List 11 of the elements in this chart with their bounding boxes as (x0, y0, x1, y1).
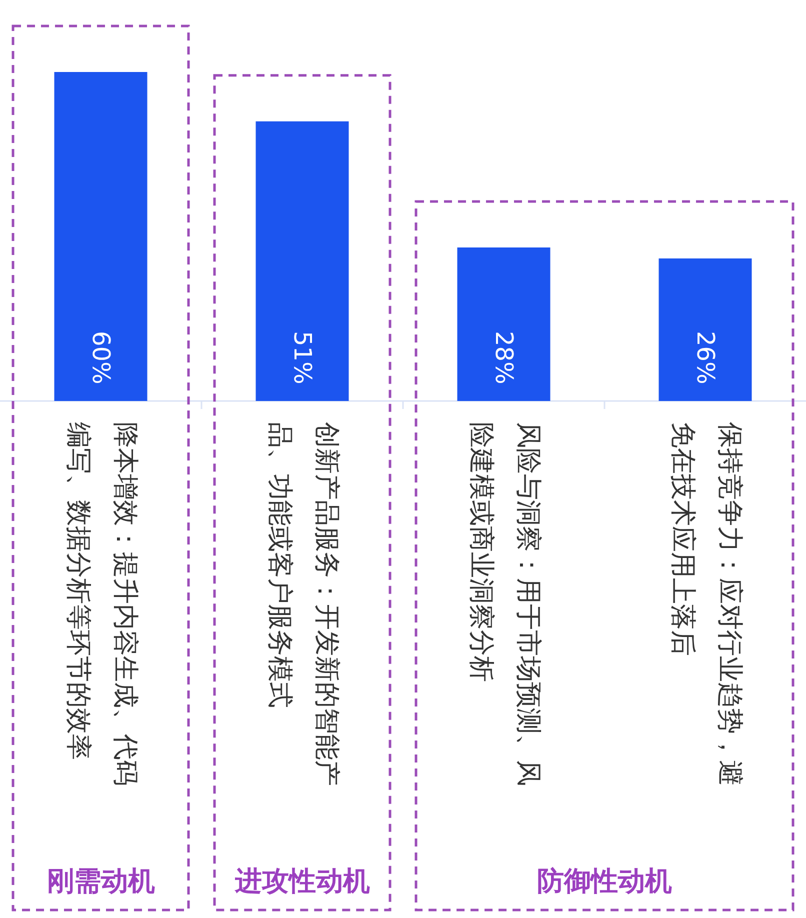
x-tick-label: 保持竞争力：应对行业趋势，避免在技术应用上落后 (667, 422, 744, 786)
x-tick-label: 创新产品服务：开发新的智能产品、功能或客户服务模式 (264, 422, 342, 786)
data-label: 26% (691, 331, 720, 384)
data-label: 51% (288, 331, 316, 384)
text: 刚需动机 (46, 866, 155, 897)
x-tick-label: 风险与洞察：用于市场预测、风险建模或商业洞察分析 (466, 422, 543, 786)
text: 防御性动机 (537, 866, 672, 897)
data-label: 28% (490, 331, 518, 384)
text: 进攻性动机 (234, 866, 370, 897)
data-label: 60% (86, 331, 115, 384)
x-tick-label: 降本增效：提升内容生成、代码编写、数据分析等环节的效率 (62, 422, 140, 786)
